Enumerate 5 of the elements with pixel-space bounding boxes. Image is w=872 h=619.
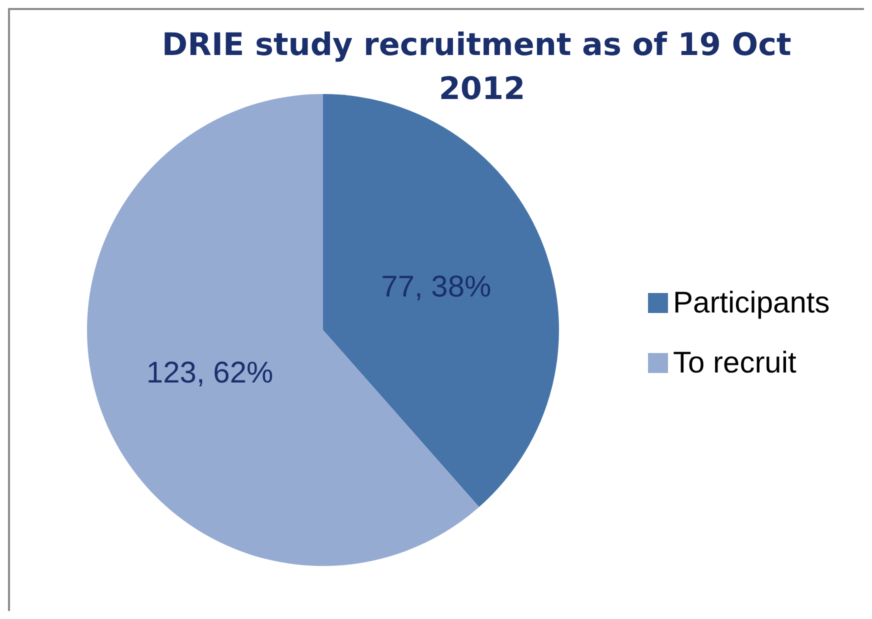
legend-label: To recruit [673, 346, 798, 380]
chart-title: DRIE study recruitment as of 19 Oct 2012 [162, 27, 802, 107]
data-label: 77, 38% [381, 270, 492, 304]
data-label: 123, 62% [146, 356, 274, 390]
legend-label: Participants [673, 286, 830, 320]
